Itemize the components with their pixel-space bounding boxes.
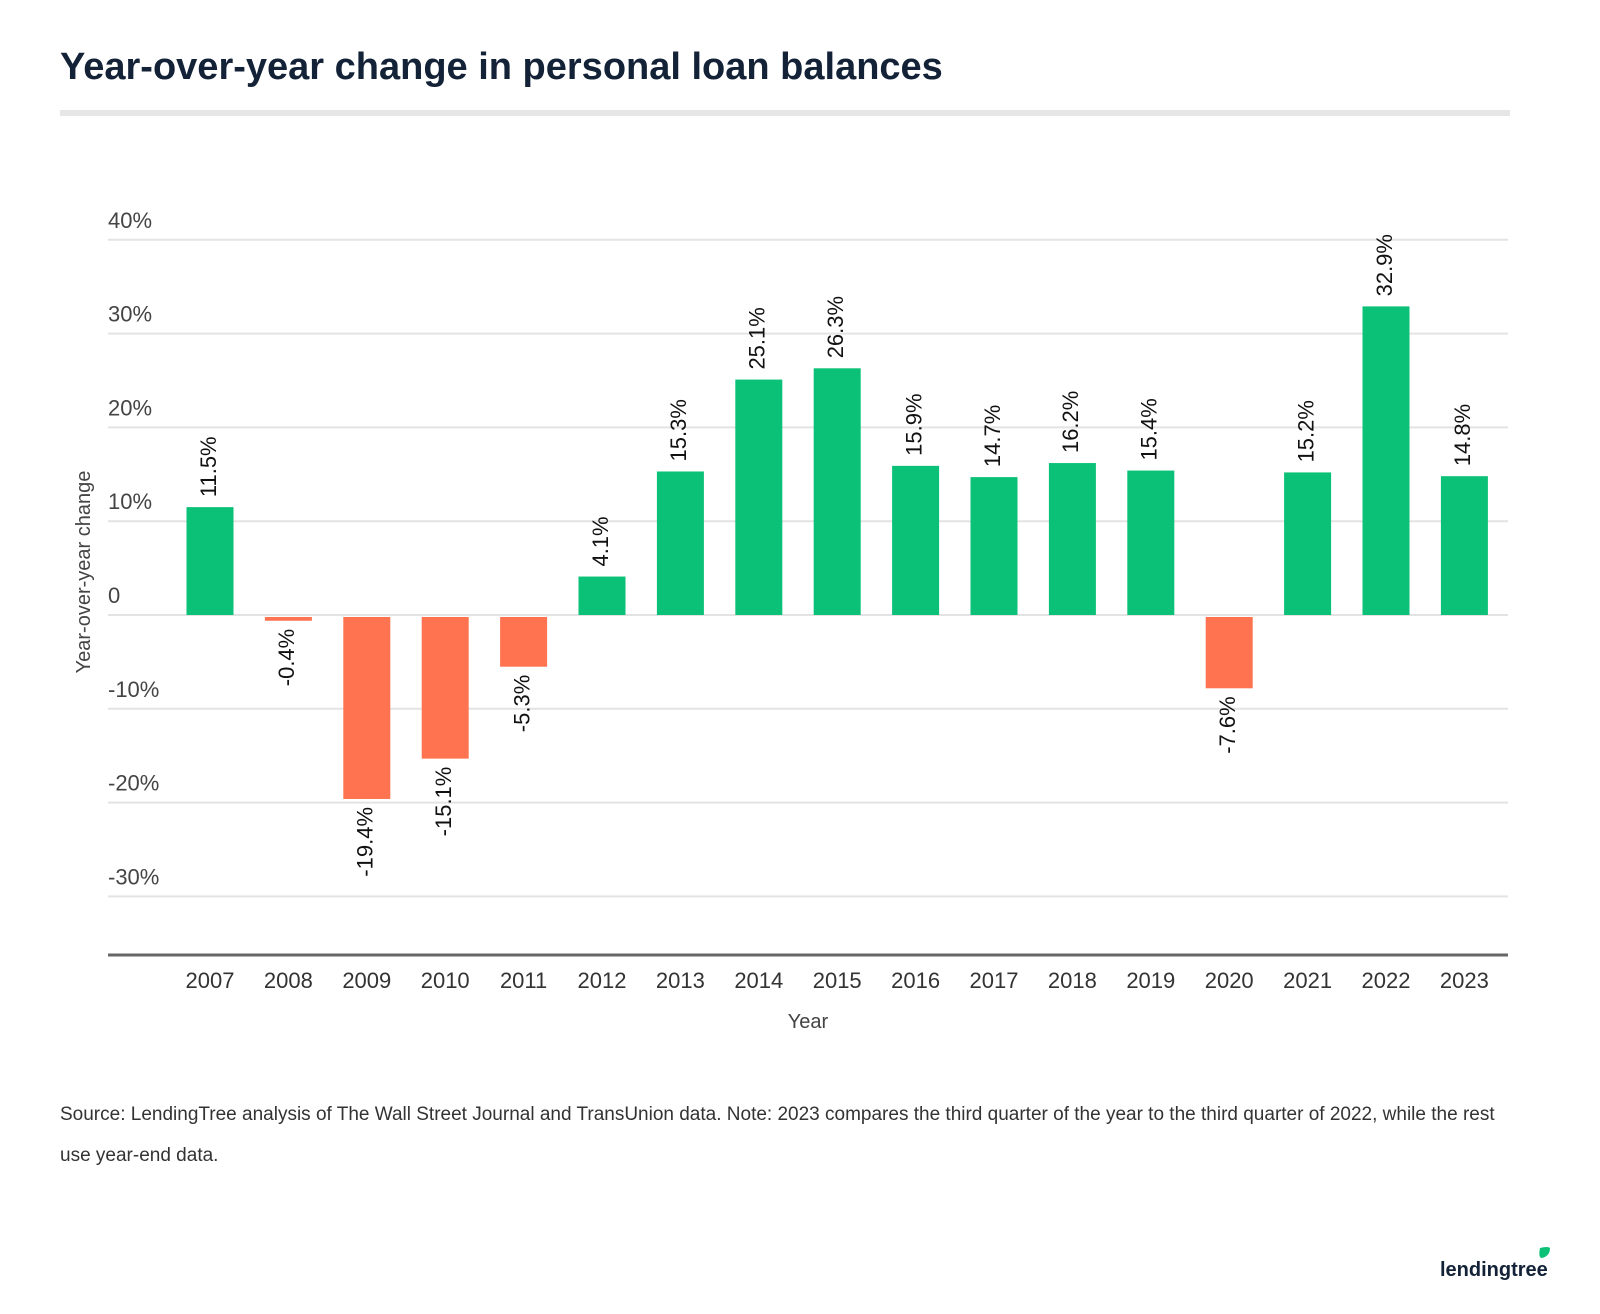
y-tick-label: -20% [108, 771, 159, 796]
x-tick-label: 2021 [1283, 968, 1332, 993]
svg-text:lendingtree: lendingtree [1440, 1259, 1548, 1281]
x-tick-label: 2020 [1205, 968, 1254, 993]
x-tick-label: 2011 [500, 968, 547, 993]
bar-2008 [264, 617, 312, 621]
data-label: -19.4% [353, 807, 378, 877]
y-tick-label: 10% [108, 489, 152, 514]
data-label: 11.5% [196, 436, 221, 497]
bar-2012 [578, 576, 626, 615]
data-label: 14.7% [980, 405, 1005, 467]
x-tick-label: 2019 [1126, 968, 1175, 993]
x-tick-label: 2012 [578, 968, 627, 993]
x-tick-label: 2016 [891, 968, 940, 993]
y-axis-title: Year-over-year change [73, 471, 95, 674]
data-label: 4.1% [588, 516, 613, 566]
bar-2014 [735, 379, 783, 615]
y-tick-label: 20% [108, 395, 152, 420]
bar-2022 [1362, 306, 1410, 615]
data-label: -0.4% [274, 629, 299, 686]
x-tick-label: 2014 [734, 968, 783, 993]
bar-2019 [1127, 470, 1175, 615]
x-tick-label: 2018 [1048, 968, 1097, 993]
y-tick-label: 0 [108, 583, 120, 608]
bar-2015 [813, 368, 861, 615]
data-label: 25.1% [745, 307, 770, 369]
bar-2021 [1284, 472, 1332, 615]
data-label: 14.8% [1450, 404, 1475, 466]
bar-2018 [1048, 463, 1096, 615]
x-tick-label: 2009 [342, 968, 391, 993]
bar-2013 [656, 471, 704, 615]
data-label: 15.4% [1137, 398, 1162, 460]
data-label: 16.2% [1058, 391, 1083, 453]
bar-2020 [1205, 617, 1253, 689]
source-note: Source: LendingTree analysis of The Wall… [60, 1104, 1495, 1166]
y-tick-label: -30% [108, 864, 159, 889]
x-tick-label: 2013 [656, 968, 705, 993]
chart-title: Year-over-year change in personal loan b… [60, 46, 943, 88]
y-tick-label: 30% [108, 302, 152, 327]
y-tick-label: -10% [108, 677, 159, 702]
x-axis-title: Year [788, 1011, 829, 1033]
x-tick-label: 2008 [264, 968, 313, 993]
lendingtree-logo: lendingtree [1440, 1247, 1550, 1281]
y-tick-label: 40% [108, 208, 152, 233]
x-tick-label: 2023 [1440, 968, 1489, 993]
bar-2007 [186, 507, 234, 615]
title-divider [60, 110, 1510, 116]
x-tick-label: 2007 [186, 968, 235, 993]
x-tick-label: 2015 [813, 968, 862, 993]
data-label: 32.9% [1372, 234, 1397, 296]
data-label: 26.3% [823, 296, 848, 358]
bar-chart: 40% 30% 20% 10% 0 -10% -20% -30% 11.5% 2007 -0.4% 2… [73, 208, 1508, 1033]
data-label: -15.1% [431, 767, 456, 837]
bar-2011 [500, 617, 548, 667]
data-label: 15.9% [901, 393, 926, 455]
x-tick-label: 2010 [421, 968, 470, 993]
bar-2017 [970, 477, 1018, 615]
data-label: -7.6% [1215, 696, 1240, 753]
x-tick-label: 2022 [1362, 968, 1411, 993]
bar-2010 [421, 617, 469, 759]
data-label: -5.3% [509, 675, 534, 732]
bar-2016 [892, 465, 940, 615]
bar-2023 [1440, 476, 1488, 615]
bar-2009 [343, 617, 391, 799]
data-label: 15.3% [666, 399, 691, 461]
data-label: 15.2% [1293, 400, 1318, 462]
x-tick-label: 2017 [970, 968, 1019, 993]
